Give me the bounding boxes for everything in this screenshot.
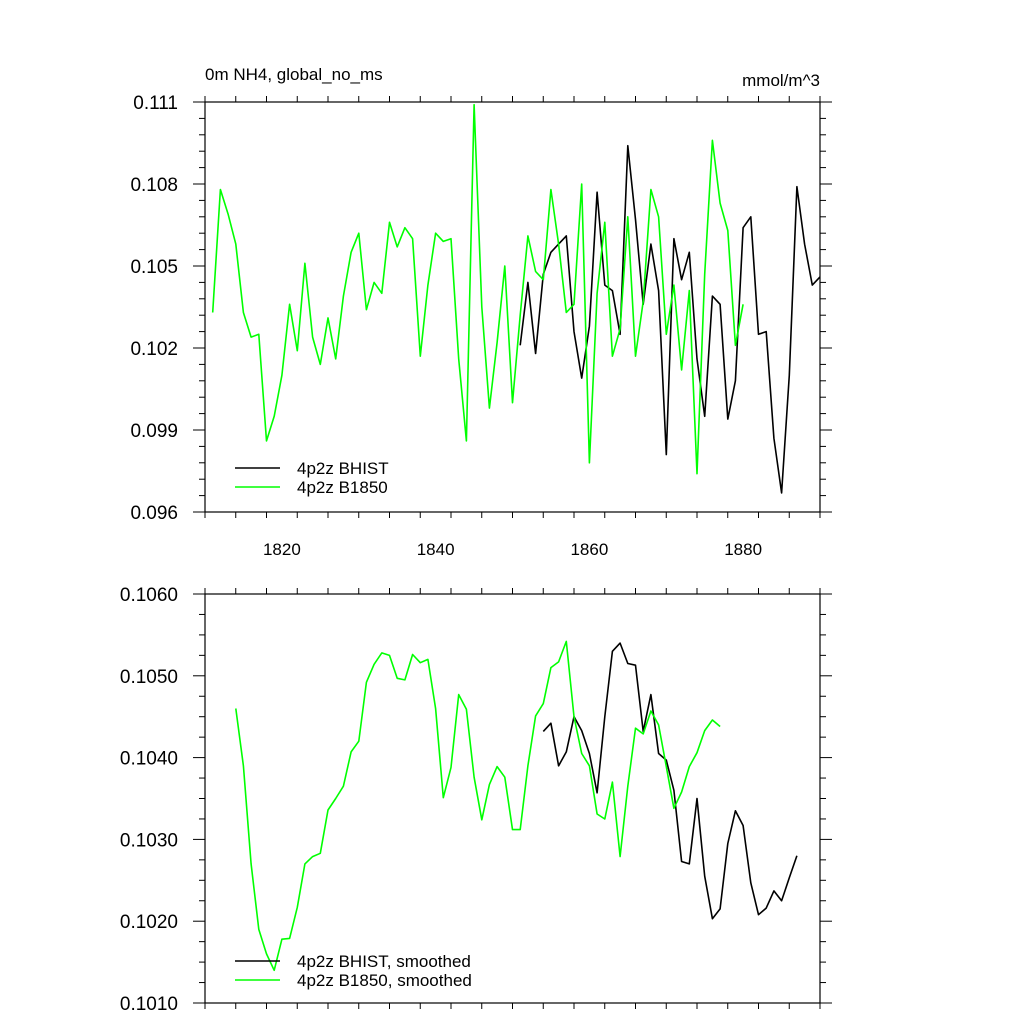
y-tick-label: 0.096 (130, 503, 178, 524)
chart-panel-1: 1820 1840 1860 1880 0.096 0.099 0.102 0.105 0.10… (130, 65, 832, 559)
y-tick-label: 0.105 (130, 257, 178, 278)
y-tick-label: 0.108 (130, 175, 178, 196)
y-tick-label: 0.1040 (120, 749, 178, 770)
chart-panel-2: 0.1010 0.1020 0.1030 0.1040 0.1050 0.1060 4p2z… (120, 585, 832, 1015)
y-tick-label: 0.1020 (120, 912, 178, 933)
y-tick-label: 0.111 (133, 93, 178, 114)
series-line-2 (211, 103, 744, 475)
x-tick-label: 1820 (263, 540, 301, 559)
legend-label-2: 4p2z B1850, smoothed (297, 971, 472, 990)
y-tick-label: 0.1010 (120, 994, 178, 1015)
y-tick-label: 0.1060 (120, 585, 178, 606)
y-tick-label: 0.1030 (120, 830, 178, 851)
plot-frame (204, 593, 821, 1004)
x-tick-label: 1840 (417, 540, 455, 559)
y-tick-label: 0.1050 (120, 667, 178, 688)
legend-label-1: 4p2z BHIST, smoothed (297, 952, 471, 971)
units-label: mmol/m^3 (742, 71, 820, 90)
series-line-1 (542, 642, 798, 920)
y-tick-label: 0.099 (130, 421, 178, 442)
legend-label-2: 4p2z B1850 (297, 478, 388, 497)
plot-frame (204, 101, 821, 513)
legend-label-1: 4p2z BHIST (297, 459, 389, 478)
x-tick-label: 1860 (570, 540, 608, 559)
chart-title: 0m NH4, global_no_ms (205, 65, 383, 84)
x-tick-label: 1880 (724, 540, 762, 559)
y-tick-label: 0.102 (130, 339, 178, 360)
series-line-1 (519, 144, 820, 494)
series-line-2 (235, 640, 721, 972)
